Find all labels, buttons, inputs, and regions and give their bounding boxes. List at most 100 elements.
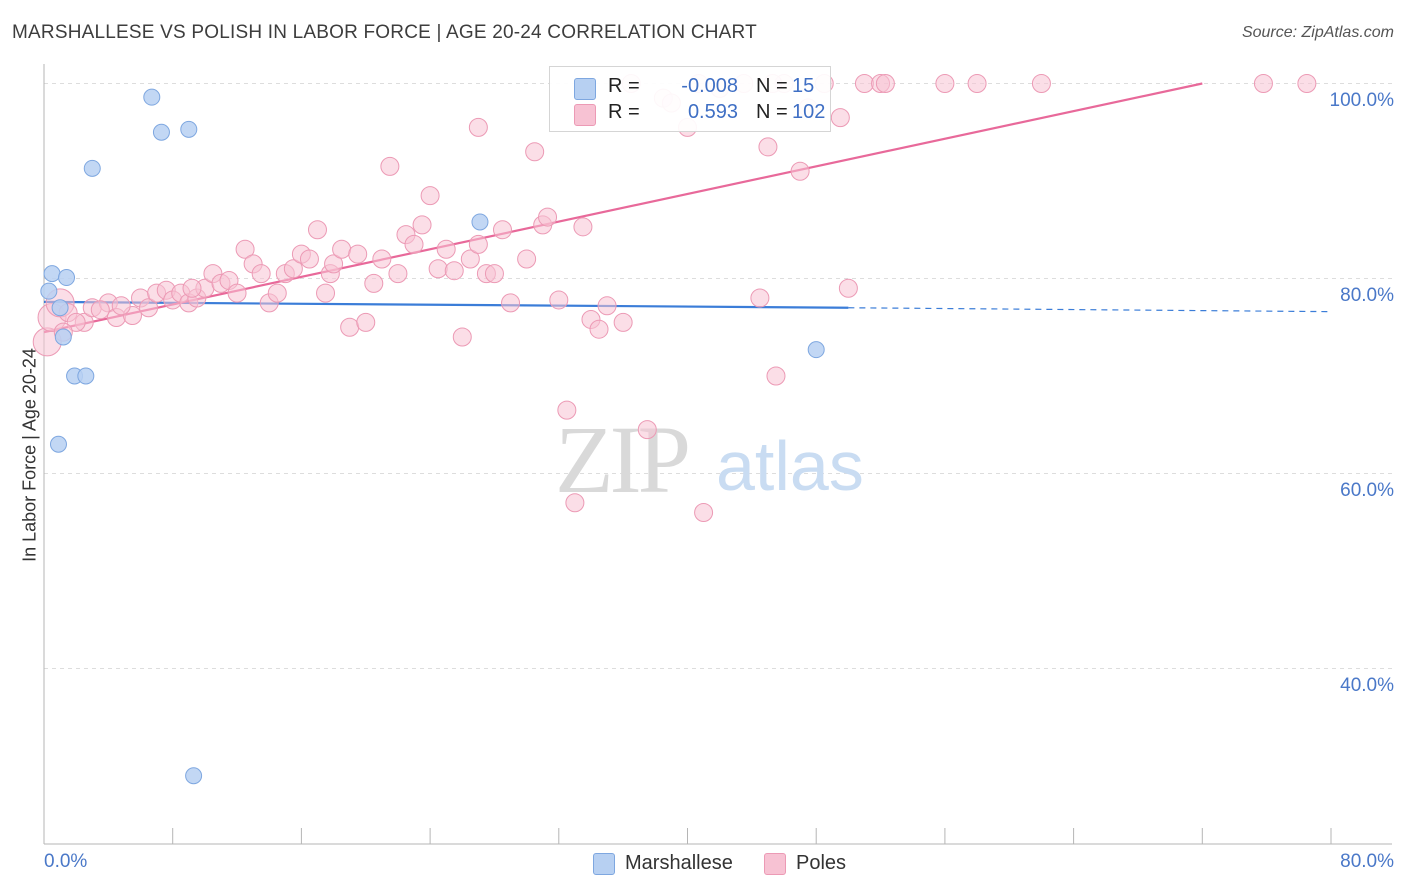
poles-point [412,215,432,235]
poles-point [299,249,319,269]
poles-point [380,156,400,176]
poles-point [444,261,464,281]
poles-point [484,264,504,284]
poles-point [758,137,778,157]
marshallese-legend-swatch [593,853,615,875]
poles-point [307,220,327,240]
poles-point [372,249,392,269]
poles-point [468,117,488,137]
y-tick-label: 100.0% [1329,89,1394,111]
r-label: R = [608,75,640,97]
poles-point [830,108,850,128]
n-value-poles: 102 [792,101,826,123]
poles-point [468,234,488,254]
marshallese-point [180,120,198,138]
marshallese-point [807,341,825,359]
poles-point [90,300,110,320]
poles-point [267,283,287,303]
poles-point [538,207,558,227]
poles-point [549,290,569,310]
poles-point [492,220,512,240]
r-value-marshallese: -0.008 [681,75,738,97]
n-label: N = [756,101,788,123]
poles-point [517,249,537,269]
poles-point [589,319,609,339]
marshallese-point [43,265,61,283]
poles-point [460,249,480,269]
poles-point [388,264,408,284]
correlation-legend: R = -0.008 N = 15 R = 0.593 N = 102 [549,66,831,132]
marshallese-points [40,88,825,785]
poles-point [557,400,577,420]
poles-point [404,234,424,254]
marshallese-point [58,269,76,287]
poles-point [525,142,545,162]
poles-point [182,278,202,298]
marshallese-point [49,435,67,453]
marshallese-swatch [574,78,596,100]
x-tick-label: 0.0% [44,851,88,872]
marshallese-point [471,213,489,231]
poles-point [340,317,360,337]
poles-point [750,288,770,308]
poles-point [613,312,633,332]
y-tick-label: 40.0% [1340,674,1394,696]
poles-point [790,161,810,181]
poles-point [854,74,874,93]
poles-point [501,293,521,313]
marshallese-point [143,88,161,106]
poles-point [235,239,255,259]
x-tick-label: 80.0% [1340,851,1394,872]
marshallese-legend-label: Marshallese [625,852,733,874]
marshallese-point [83,159,101,177]
y-axis-label: In Labor Force | Age 20-24 [19,348,40,562]
poles-point [332,239,352,259]
poles-point [694,503,714,522]
chart-title: MARSHALLESE VS POLISH IN LABOR FORCE | A… [12,22,757,43]
poles-point [436,239,456,259]
marshallese-trend-extension [848,307,1332,313]
poles-point [565,493,585,513]
poles-point [766,366,786,386]
poles-point [935,74,955,93]
poles-point [420,186,440,206]
poles-point [1031,74,1051,93]
poles-legend-label: Poles [796,852,847,874]
poles-point [66,312,86,332]
axes [43,64,1392,845]
watermark-atlas: atlas [716,427,864,505]
poles-point [227,283,247,303]
poles-point [875,74,895,93]
poles-legend-swatch [764,853,786,875]
source-label: Source: ZipAtlas.com [1241,24,1394,41]
r-value-poles: 0.593 [687,101,738,123]
marshallese-point [152,123,170,141]
r-label: R = [608,101,640,123]
poles-point [428,259,448,279]
poles-point [324,254,344,274]
y-tick-label: 80.0% [1340,284,1394,306]
marshallese-point [51,299,69,317]
poles-point [283,259,303,279]
watermark: ZIP atlas [555,406,864,513]
poles-point [111,296,131,316]
poles-point [967,74,987,93]
marshallese-point [77,367,95,385]
poles-point [251,264,271,284]
poles-point [139,298,159,318]
poles-point [1297,74,1317,93]
poles-point [356,312,376,332]
poles-swatch [574,104,596,126]
n-label: N = [756,75,788,97]
poles-point [1253,74,1273,93]
n-value-marshallese: 15 [792,75,815,97]
gridlines [44,83,1392,669]
poles-point [597,296,617,316]
marshallese-point [185,767,203,785]
y-tick-label: 60.0% [1340,479,1394,501]
poles-point [316,283,336,303]
poles-point [573,217,593,237]
marshallese-point [54,328,72,346]
poles-point [838,278,858,298]
